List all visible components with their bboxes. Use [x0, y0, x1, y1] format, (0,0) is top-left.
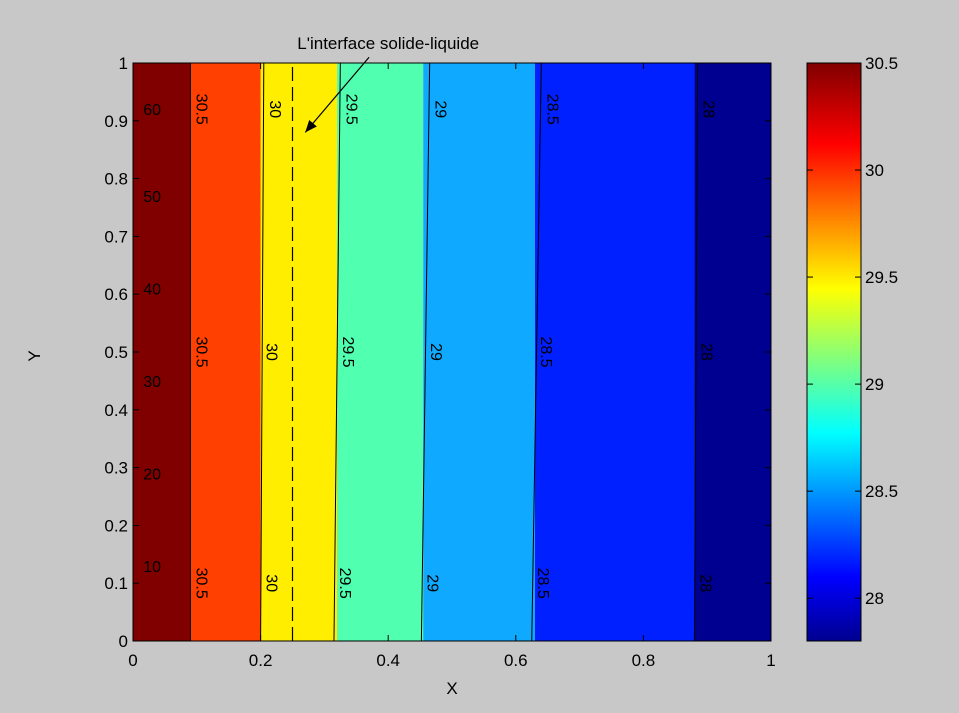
contour-line-28.5	[531, 62, 542, 642]
contour-label-28.5: 28.5	[537, 336, 554, 367]
contour-band-0	[133, 63, 191, 641]
colorbar-tick-label: 29.5	[865, 268, 898, 287]
edge-label-20: 20	[143, 466, 161, 483]
y-tick-label: 0.7	[104, 227, 128, 246]
contour-label-29.5: 29.5	[336, 568, 353, 599]
contour-label-30: 30	[263, 574, 280, 592]
colorbar-tick-label: 30.5	[865, 54, 898, 73]
annotation-arrow-head	[305, 119, 317, 133]
y-axis-ticks: 0 0.1 0.2 0.3 0.4 0.5 0.6 0.7 0.8 0.9 1	[104, 54, 771, 651]
contour-label-30.5: 30.5	[192, 568, 209, 599]
contour-label-29: 29	[423, 574, 440, 592]
contour-plot-area: 30.5 30.5 30.5 30 30 30 29.5 29.5 29.5 29 29 29 28.5…	[25, 34, 776, 698]
contour-label-28: 28	[700, 100, 717, 118]
contour-label-28: 28	[696, 574, 713, 592]
y-tick-label: 0.4	[104, 401, 128, 420]
x-tick-label: 1	[766, 651, 775, 670]
contour-label-29.5: 29.5	[339, 336, 356, 367]
colorbar-tick-label: 29	[865, 375, 884, 394]
x-axis-ticks: 0 0.2 0.4 0.6 0.8 1	[128, 63, 776, 670]
contour-labels: 30.5 30.5 30.5 30 30 30 29.5 29.5 29.5 29 29 29 28.5…	[192, 94, 717, 599]
contour-label-28: 28	[698, 343, 715, 361]
y-tick-label: 0.5	[104, 343, 128, 362]
contour-label-28.5: 28.5	[543, 94, 560, 125]
y-tick-label: 0.8	[104, 170, 128, 189]
contour-line-28	[693, 62, 699, 642]
contour-line-30	[260, 62, 265, 642]
contour-label-29: 29	[432, 100, 449, 118]
contour-band-3	[337, 63, 424, 641]
annotation-arrow	[304, 56, 370, 133]
y-tick-label: 1	[119, 54, 128, 73]
contour-band-4	[423, 63, 535, 641]
edge-label-60: 60	[143, 102, 161, 119]
contour-label-30: 30	[263, 343, 280, 361]
contour-band-6	[694, 63, 771, 641]
interface-annotation: L'interface solide-liquide	[297, 34, 479, 133]
colorbar-tick-label: 30	[865, 161, 884, 180]
contour-line-29	[420, 62, 431, 642]
y-axis-label: Y	[25, 350, 44, 361]
contour-label-29: 29	[427, 343, 444, 361]
left-edge-labels: 60 50 40 30 20 10	[143, 102, 161, 576]
x-tick-label: 0.4	[376, 651, 400, 670]
x-axis-label: X	[446, 679, 457, 698]
y-tick-label: 0	[119, 632, 128, 651]
y-tick-label: 0.9	[104, 112, 128, 131]
x-tick-label: 0.8	[632, 651, 656, 670]
y-tick-label: 0.1	[104, 574, 128, 593]
contour-label-28.5: 28.5	[534, 568, 551, 599]
colorbar-gradient	[806, 62, 862, 642]
contour-label-30.5: 30.5	[192, 336, 209, 367]
x-tick-label: 0.2	[249, 651, 273, 670]
edge-label-10: 10	[143, 559, 161, 576]
y-tick-label: 0.3	[104, 459, 128, 478]
y-tick-label: 0.2	[104, 516, 128, 535]
contour-line-29.5	[333, 62, 341, 642]
x-tick-label: 0.6	[504, 651, 528, 670]
edge-label-50: 50	[143, 189, 161, 206]
contour-band-2	[260, 63, 338, 641]
contour-label-30.5: 30.5	[192, 94, 209, 125]
edge-label-30: 30	[143, 374, 161, 391]
interface-annotation-text: L'interface solide-liquide	[297, 34, 479, 53]
colorbar-ticks: 28 28.5 29 29.5 30 30.5	[807, 54, 898, 608]
colorbar: 28 28.5 29 29.5 30 30.5	[806, 54, 898, 642]
edge-label-40: 40	[143, 281, 161, 298]
contour-lines	[189, 62, 699, 642]
contour-band-1	[190, 63, 261, 641]
contour-band-5	[534, 63, 695, 641]
x-tick-label: 0	[128, 651, 137, 670]
contour-label-30: 30	[266, 100, 283, 118]
y-tick-label: 0.6	[104, 285, 128, 304]
contour-label-29.5: 29.5	[342, 94, 359, 125]
contour-fill-bands	[133, 63, 771, 641]
colorbar-tick-label: 28.5	[865, 482, 898, 501]
colorbar-tick-label: 28	[865, 589, 884, 608]
